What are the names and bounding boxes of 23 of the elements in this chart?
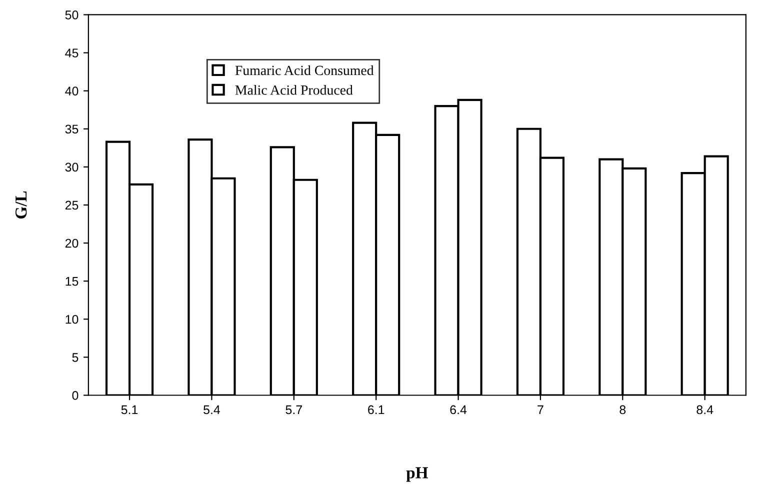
x-tick-label: 5.1 (121, 405, 138, 414)
y-tick-label: 45 (65, 48, 78, 58)
x-tick-label: 6.4 (450, 405, 467, 414)
x-tick-label: 7 (538, 405, 544, 414)
y-tick-label: 35 (65, 124, 78, 134)
y-tick-label: 5 (72, 353, 78, 362)
x-tick-label: 8.4 (696, 405, 714, 414)
y-tick-label: 0 (72, 391, 78, 400)
y-axis-title: G/L (16, 191, 27, 219)
x-tick-label: 6.1 (368, 405, 384, 414)
y-tick-label: 50 (65, 10, 78, 20)
x-tick-label: 5.7 (286, 405, 302, 414)
x-tick-label: 8 (620, 405, 626, 414)
x-tick-label: 5.4 (204, 405, 220, 414)
y-tick-label: 10 (66, 314, 78, 324)
y-tick-label: 20 (65, 238, 78, 248)
y-tick-label: 30 (65, 162, 78, 172)
y-tick-label: 15 (66, 277, 78, 286)
x-axis-title: pH (406, 467, 428, 482)
legend-label: Malic Acid Produced (235, 84, 353, 95)
y-tick-label: 40 (65, 86, 78, 96)
y-tick-label: 25 (65, 200, 78, 210)
legend-label: Fumaric Acid Consumed (235, 65, 374, 76)
